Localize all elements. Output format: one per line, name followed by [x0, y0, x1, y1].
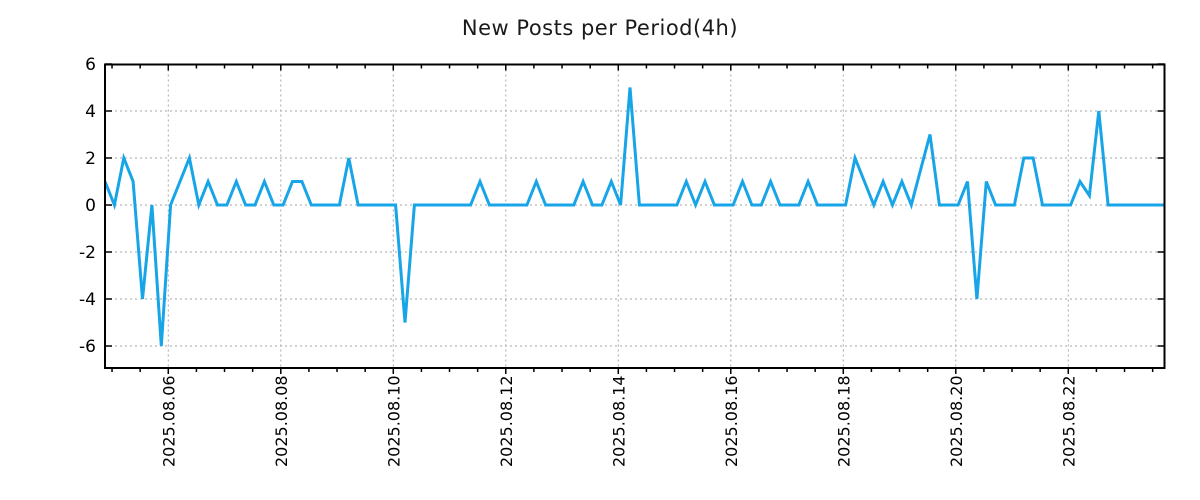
x-tick-label: 2025.08.08 — [272, 375, 291, 467]
y-tick-label: 0 — [85, 196, 96, 216]
x-tick-label: 2025.08.06 — [159, 375, 178, 467]
y-tick-label: 4 — [85, 102, 96, 122]
x-tick-label: 2025.08.18 — [834, 375, 853, 467]
x-tick-label: 2025.08.10 — [384, 375, 403, 467]
y-tick-label: -6 — [79, 337, 96, 357]
x-tick-label: 2025.08.20 — [947, 375, 966, 467]
y-tick-label: -4 — [79, 290, 96, 310]
y-tick-label: 2 — [85, 149, 96, 169]
plot-border — [104, 63, 1166, 369]
x-tick-label: 2025.08.12 — [497, 375, 516, 467]
series-line-new-posts — [105, 87, 1165, 347]
y-tick-label: 6 — [85, 55, 96, 75]
x-tick-label: 2025.08.16 — [722, 375, 741, 467]
x-tick-label: 2025.08.22 — [1059, 375, 1078, 467]
y-tick-label: -2 — [79, 243, 96, 263]
chart-title: New Posts per Period(4h) — [461, 16, 739, 40]
x-tick-label: 2025.08.14 — [609, 375, 628, 467]
